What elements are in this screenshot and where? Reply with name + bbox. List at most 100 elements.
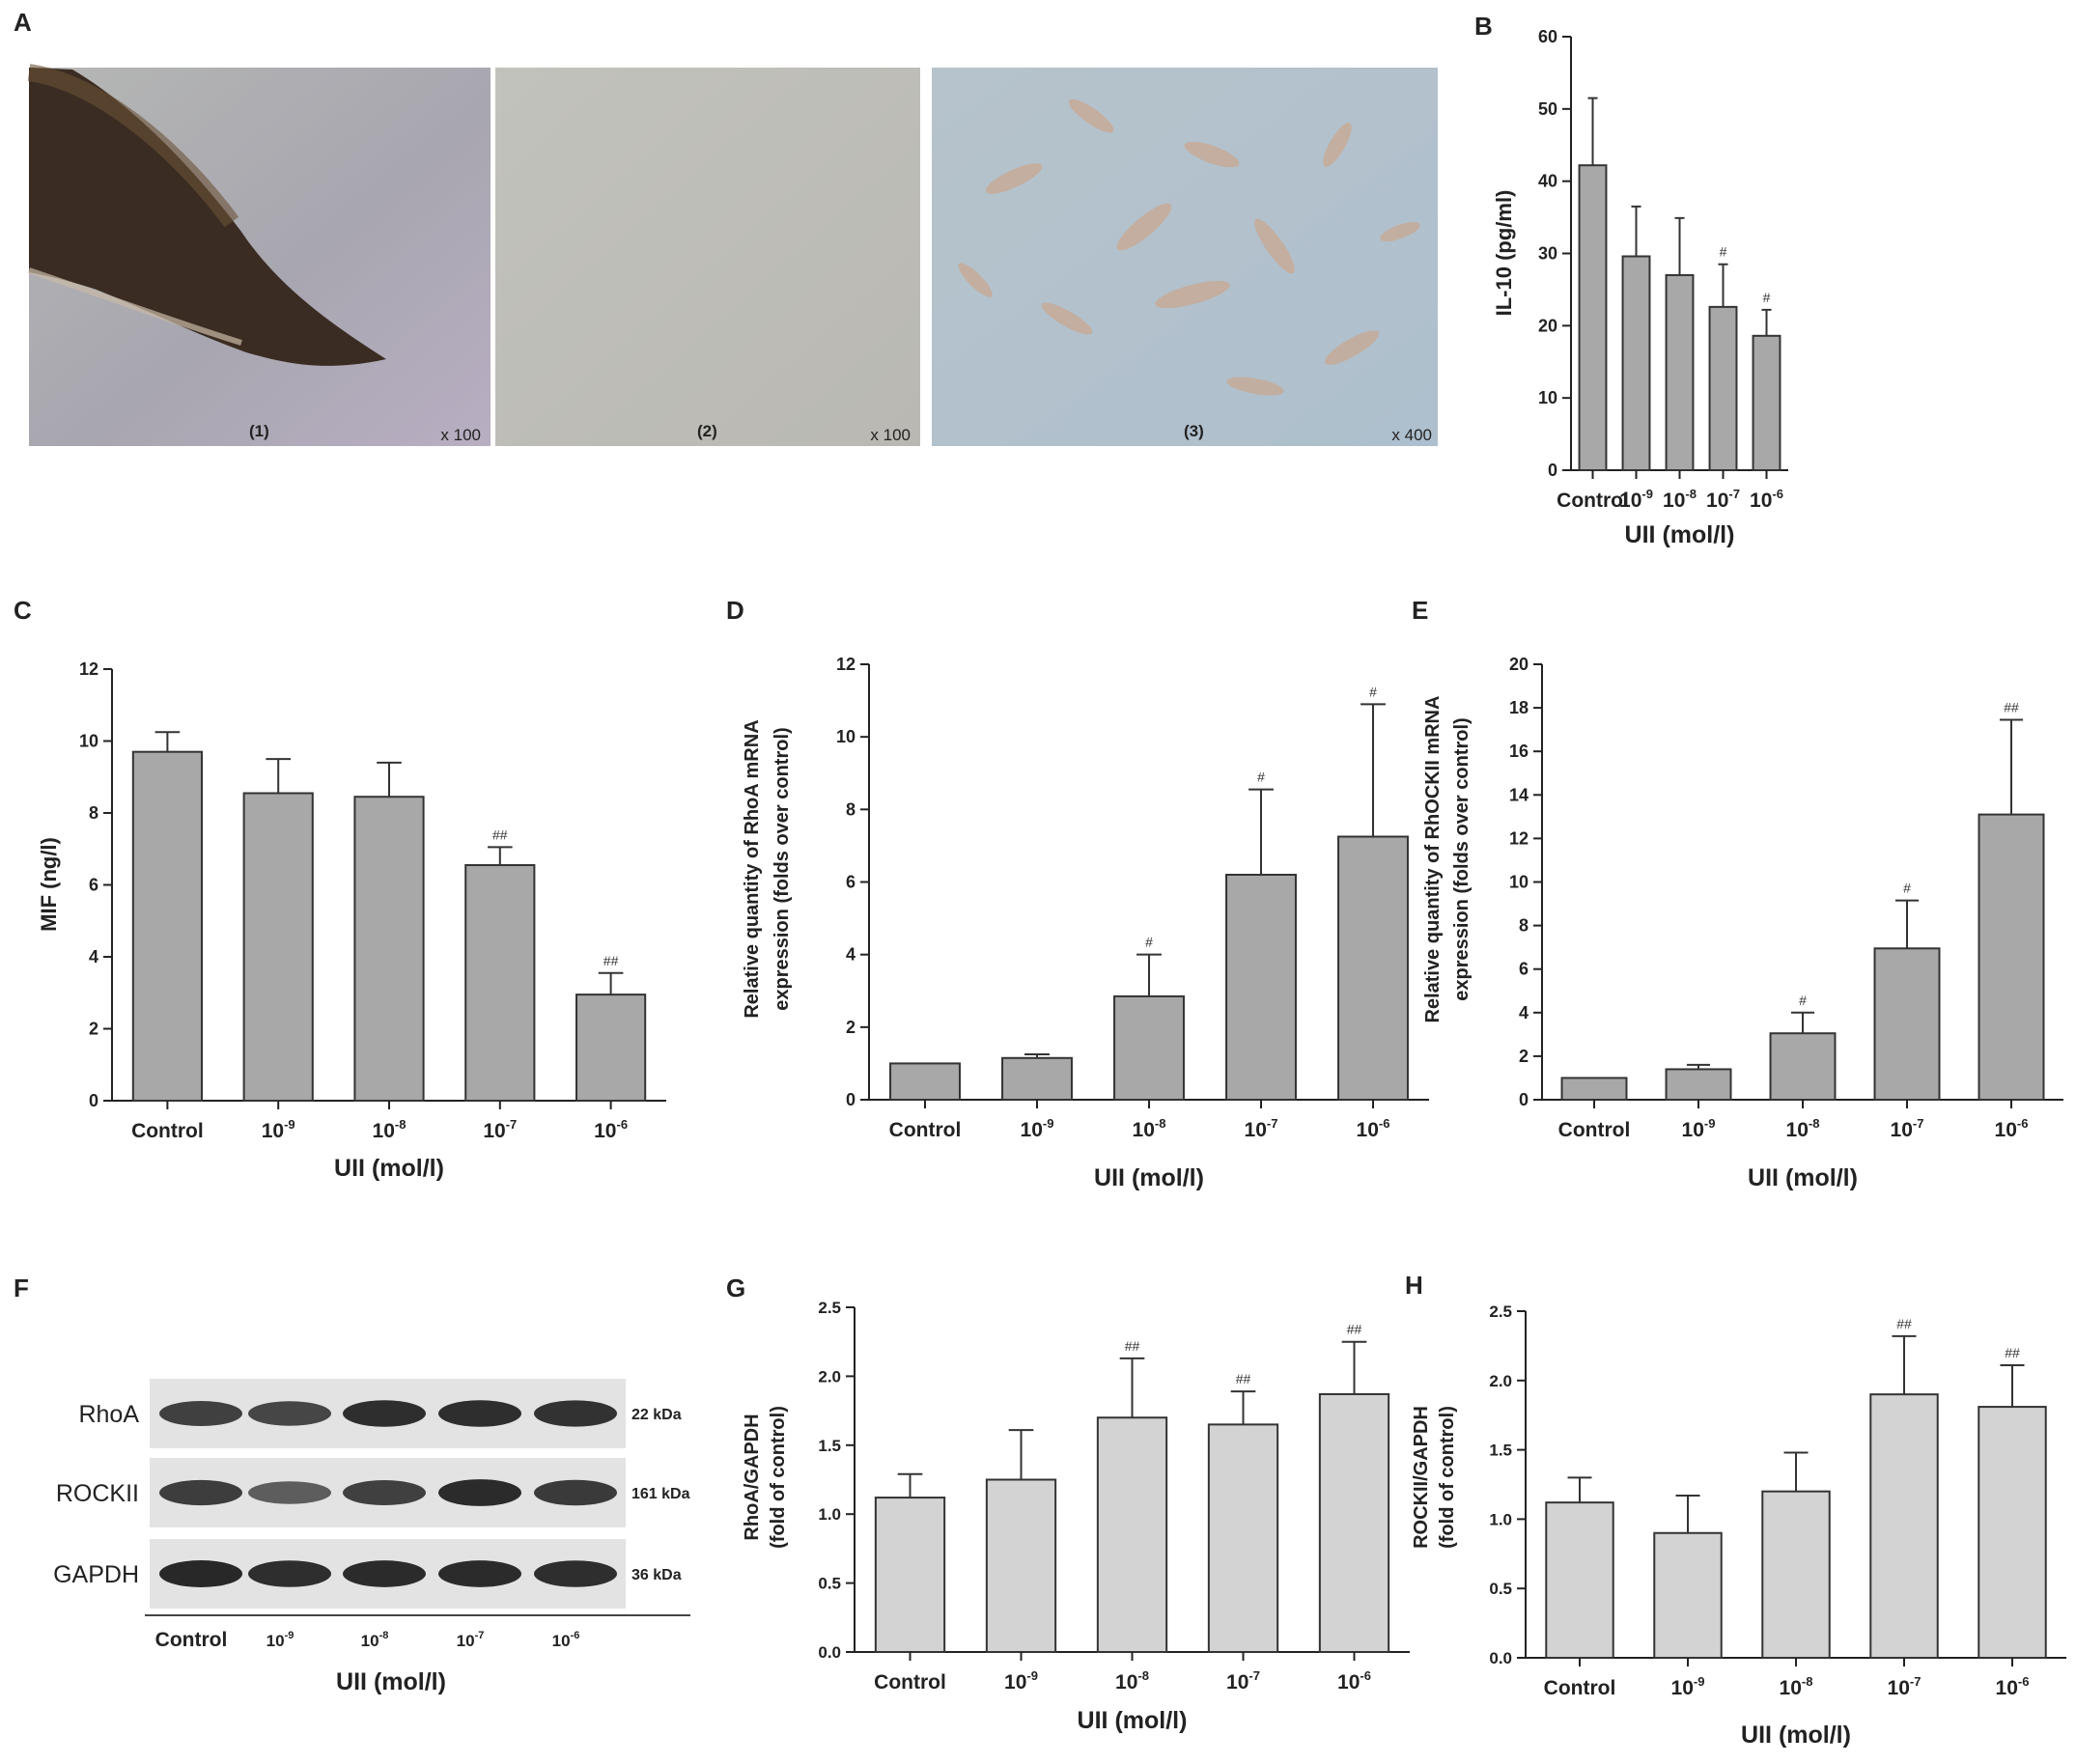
chart-g-y-axis-title: RhoA/GAPDH (742, 1414, 763, 1540)
chart-b-y-axis-title: IL-10 (pg/ml) (1492, 190, 1516, 317)
chart-b-x-tick-label: Control (1557, 490, 1629, 512)
micrograph-3-magnification: x 400 (1391, 426, 1432, 444)
blot-lane-label: 10-8 (361, 1630, 389, 1650)
chart-d-x-tick-label: 10-7 (1245, 1116, 1278, 1141)
chart-b-bar (1708, 305, 1738, 472)
chart-b-significance-mark: # (1720, 244, 1727, 260)
chart-h-significance-mark: ## (2005, 1345, 2020, 1360)
panel-label-d: D (726, 596, 744, 625)
chart-rockii-protein: 0.0 0.5 1.0 1.5 2.0 2.5 Control 10-9 10-8 ## 10-7 #… (1411, 1302, 2066, 1749)
chart-c-y-tick-label: 0 (89, 1091, 98, 1110)
chart-h-bar (1653, 1531, 1723, 1660)
chart-b-y-tick-label: 10 (1538, 388, 1557, 407)
micrograph-2-label: (2) (697, 422, 717, 440)
chart-d-y-tick-label: 0 (846, 1090, 856, 1109)
chart-h-significance-mark: ## (1896, 1316, 1912, 1331)
chart-b-x-tick-label: 10-8 (1663, 487, 1697, 512)
chart-b-x-axis-title: UII (mol/l) (1625, 521, 1735, 548)
blot-kda-label: 36 kDa (631, 1567, 682, 1583)
blot-band (438, 1479, 521, 1506)
chart-c-bar (353, 796, 425, 1102)
micrograph-2: (2) x 100 (495, 68, 920, 446)
chart-h-y-tick-label: 0.5 (1489, 1580, 1512, 1598)
panel-label-a: A (14, 8, 32, 37)
panel-label-e: E (1412, 596, 1428, 625)
chart-h-x-tick-label: 10-8 (1780, 1674, 1813, 1699)
blot-band (159, 1401, 242, 1426)
chart-g-x-axis-title: UII (mol/l) (1078, 1707, 1188, 1734)
blot-protein-label: GAPDH (53, 1561, 139, 1588)
chart-g-bar (1096, 1416, 1168, 1653)
blot-lane-label: 10-9 (267, 1630, 295, 1650)
chart-h-y-tick-label: 2.0 (1489, 1372, 1512, 1390)
chart-c-bar (575, 994, 647, 1103)
chart-h-y-tick-label: 1.0 (1489, 1510, 1512, 1528)
chart-c-y-axis-title: MIF (ng/l) (37, 837, 61, 932)
chart-c-x-tick-label: Control (131, 1120, 204, 1142)
chart-b-y-tick-label: 60 (1538, 27, 1557, 46)
chart-b-y-tick-label: 20 (1538, 316, 1557, 335)
chart-c-bar (464, 864, 536, 1103)
blot-protein-label: RhoA (78, 1401, 139, 1428)
chart-c-bar (242, 792, 314, 1102)
chart-b-y-tick-label: 40 (1538, 172, 1557, 191)
chart-g-x-tick-label: 10-8 (1115, 1668, 1149, 1694)
chart-d-x-tick-label: 10-8 (1133, 1116, 1166, 1141)
chart-e-x-axis-title: UII (mol/l) (1748, 1164, 1858, 1191)
chart-b-y-tick-label: 0 (1548, 461, 1557, 480)
chart-e-x-tick-label: Control (1558, 1119, 1631, 1141)
chart-d-y-axis-title: Relative quantity of RhoA mRNA (742, 719, 763, 1018)
chart-d-y-tick-label: 2 (846, 1018, 856, 1037)
chart-h-x-tick-label: Control (1544, 1677, 1616, 1699)
chart-e-y-tick-label: 2 (1519, 1047, 1529, 1066)
chart-h-y-tick-label: 0.0 (1489, 1649, 1512, 1667)
chart-d-x-tick-label: 10-9 (1021, 1116, 1054, 1141)
chart-g-bar (874, 1497, 946, 1653)
blot-band (248, 1401, 331, 1426)
micrograph-3-label: (3) (1184, 422, 1204, 440)
chart-c-bar (131, 750, 203, 1102)
chart-d-x-tick-label: 10-6 (1357, 1116, 1390, 1141)
blot-band (534, 1560, 617, 1587)
chart-rhoa-mrna: 0 2 4 6 8 10 12 Control 10-9 #10-8 #10-7 #10-6 UII (… (742, 655, 1429, 1191)
chart-g-bar (985, 1478, 1057, 1653)
chart-e-significance-mark: ## (2004, 700, 2019, 715)
chart-d-bar (889, 1062, 961, 1101)
chart-b-y-tick-label: 30 (1538, 244, 1557, 264)
chart-e-y-tick-label: 10 (1509, 873, 1529, 892)
chart-g-bar (1318, 1392, 1390, 1653)
chart-h-x-tick-label: 10-9 (1671, 1674, 1705, 1699)
chart-c-x-tick-label: 10-8 (373, 1117, 407, 1142)
chart-b-bar (1752, 334, 1781, 471)
chart-h-x-tick-label: 10-7 (1888, 1674, 1922, 1699)
chart-g-x-tick-label: 10-7 (1226, 1668, 1260, 1694)
blot-lane-label: 10-6 (552, 1630, 580, 1650)
blot-band (343, 1400, 426, 1427)
micrograph-1: (1) x 100 (27, 64, 491, 446)
chart-e-y-tick-label: 6 (1519, 960, 1529, 979)
chart-b-bar (1665, 273, 1695, 472)
blot-band (343, 1480, 426, 1505)
chart-c-x-axis-title: UII (mol/l) (334, 1155, 444, 1182)
chart-h-y-tick-label: 2.5 (1489, 1302, 1512, 1321)
chart-g-x-tick-label: Control (874, 1671, 946, 1694)
chart-c-x-tick-label: 10-9 (262, 1117, 295, 1142)
chart-h-y-axis-title: (fold of control) (1437, 1406, 1458, 1549)
chart-e-y-tick-label: 20 (1509, 655, 1529, 674)
panel-label-h: H (1405, 1271, 1423, 1300)
chart-d-significance-mark: # (1369, 684, 1377, 699)
chart-e-bar (1560, 1077, 1628, 1101)
chart-g-y-tick-label: 0.5 (818, 1575, 841, 1593)
micrograph-1-magnification: x 100 (440, 426, 481, 444)
chart-d-y-tick-label: 12 (836, 655, 856, 674)
chart-d-y-tick-label: 6 (846, 873, 856, 892)
chart-e-y-axis-title: Relative quantity of RhOCKII mRNA (1422, 696, 1444, 1023)
micrograph-2-magnification: x 100 (870, 426, 911, 444)
chart-e-bar (1978, 813, 2045, 1101)
chart-h-y-tick-label: 1.5 (1489, 1442, 1512, 1460)
chart-mif: 0 2 4 6 8 10 12 Control 10-9 10-8 ## 10-7 ## 10-6 UII … (37, 659, 666, 1182)
chart-h-y-axis-title: ROCKII/GAPDH (1411, 1406, 1432, 1549)
panel-label-g: G (726, 1274, 745, 1302)
chart-h-x-axis-title: UII (mol/l) (1741, 1722, 1851, 1749)
